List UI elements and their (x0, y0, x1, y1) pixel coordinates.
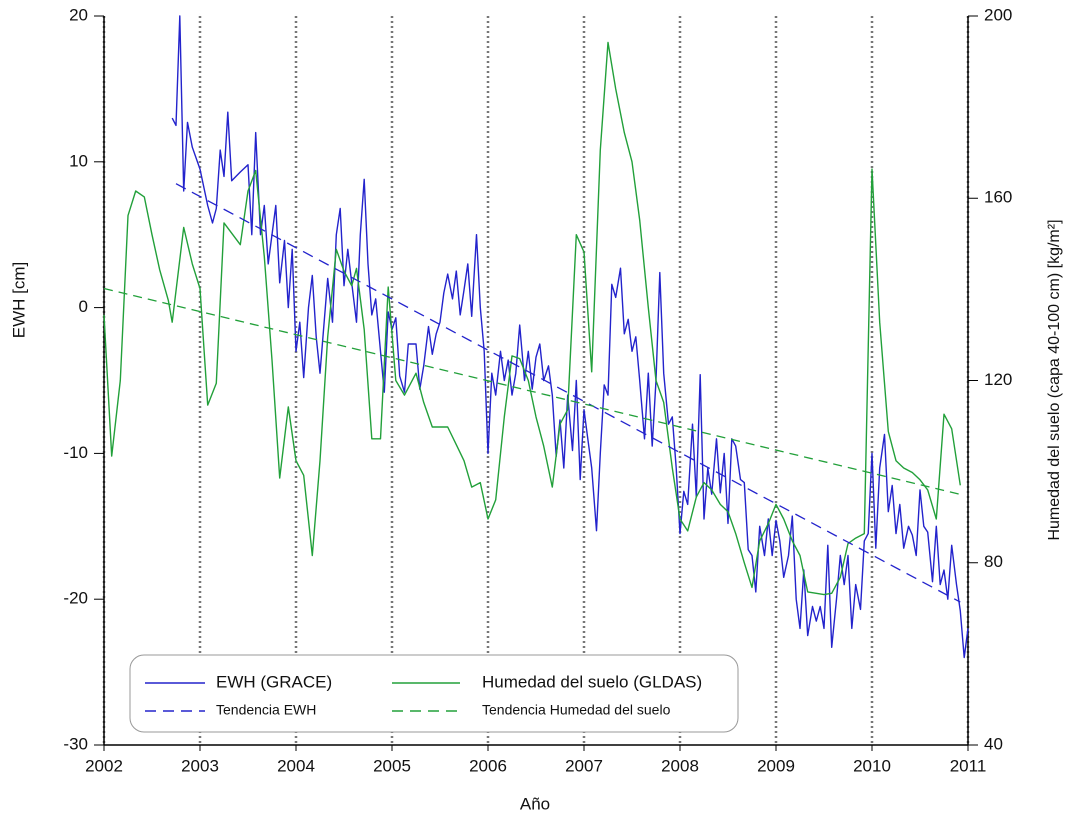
y2-tick-label: 120 (984, 370, 1012, 389)
y-tick-label: -30 (63, 734, 88, 753)
x-tick-label: 2008 (661, 756, 699, 775)
y2-tick-label: 40 (984, 734, 1003, 753)
legend-label: Humedad del suelo (GLDAS) (482, 672, 702, 691)
x-tick-label: 2005 (373, 756, 411, 775)
y2-tick-label: 160 (984, 188, 1012, 207)
y-tick-label: -20 (63, 589, 88, 608)
legend-label: Tendencia Humedad del suelo (482, 702, 671, 718)
y-tick-label: -10 (63, 443, 88, 462)
y2-axis-label: Humedad del suelo (capa 40-100 cm) [kg/m… (1046, 219, 1063, 540)
series-line (103, 41, 961, 596)
x-tick-label: 2002 (85, 756, 123, 775)
x-axis-label: Año (520, 794, 550, 813)
y-axis-label: EWH [cm] (9, 262, 28, 339)
y-tick-label: 0 (79, 297, 88, 316)
y-tick-label: 10 (69, 151, 88, 170)
legend-label: Tendencia EWH (216, 702, 316, 718)
x-tick-label: 2007 (565, 756, 603, 775)
y-tick-label: 20 (69, 5, 88, 24)
x-tick-label: 2004 (277, 756, 315, 775)
x-tick-label: 2003 (181, 756, 219, 775)
x-tick-label: 2009 (757, 756, 795, 775)
series-line (171, 15, 969, 659)
y2-tick-label: 80 (984, 552, 1003, 571)
x-tick-label: 2006 (469, 756, 507, 775)
trend-line (175, 183, 961, 603)
x-tick-label: 2010 (853, 756, 891, 775)
legend-label: EWH (GRACE) (216, 672, 332, 691)
trend-line (103, 287, 961, 496)
x-tick-label: 2011 (950, 756, 987, 775)
y2-tick-label: 200 (984, 5, 1012, 24)
legend: EWH (GRACE) Humedad del suelo (GLDAS) Tend… (129, 654, 739, 733)
legend-box (129, 654, 739, 733)
